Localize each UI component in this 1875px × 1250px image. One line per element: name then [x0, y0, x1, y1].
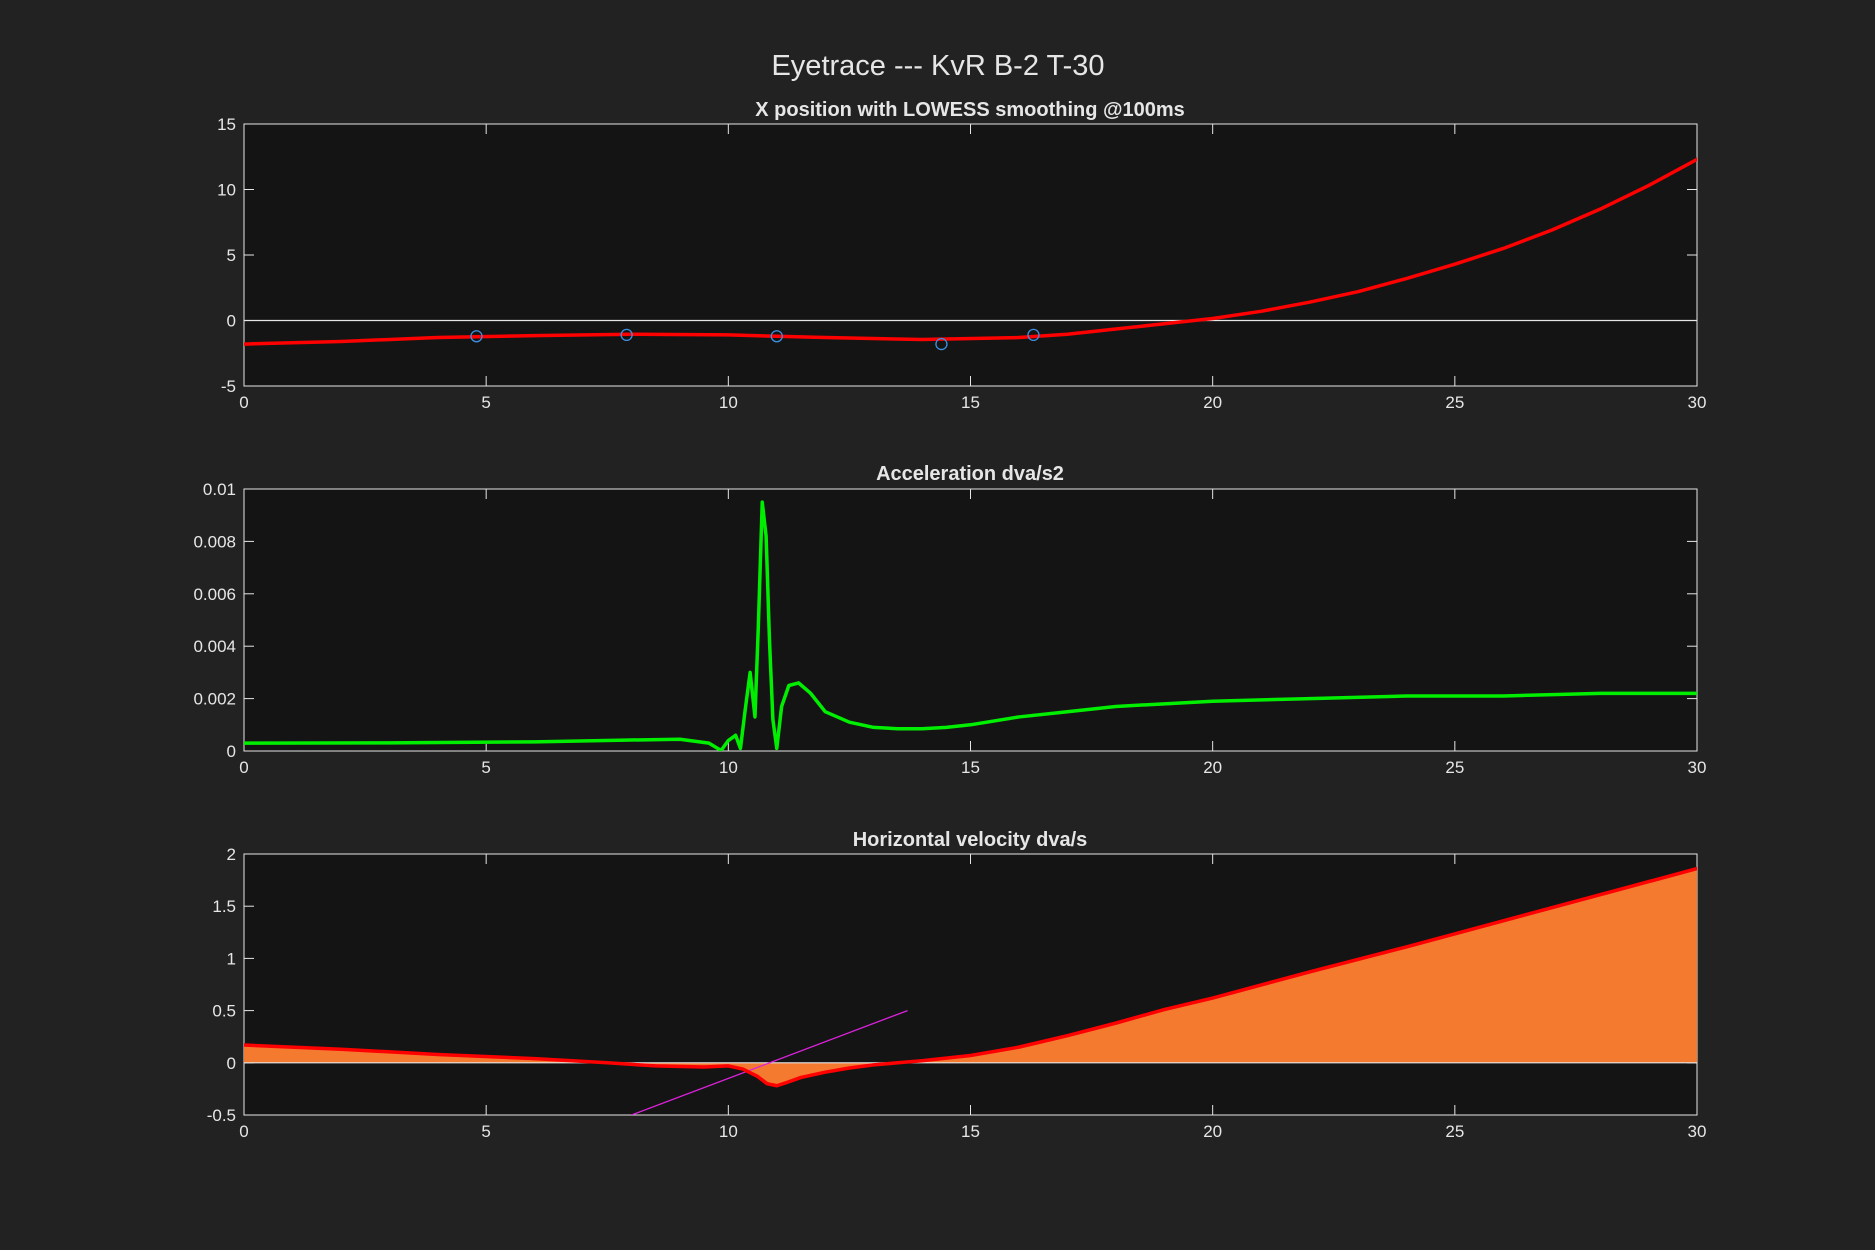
velocity-chart-x-tick-label: 30 — [1688, 1122, 1707, 1141]
velocity-chart-x-tick-label: 15 — [961, 1122, 980, 1141]
velocity-chart-y-tick-label: 0.5 — [212, 1002, 236, 1021]
velocity-chart-y-tick-label: 1.5 — [212, 897, 236, 916]
position-chart-x-tick-label: 30 — [1688, 393, 1707, 412]
position-chart-x-tick-label: 0 — [239, 393, 248, 412]
velocity-chart-y-tick-label: 0 — [227, 1054, 236, 1073]
position-chart-data-point — [470, 330, 483, 343]
velocity-chart: Horizontal velocity dva/s 0 5 10 15 20 25 30-0… — [207, 829, 1707, 1141]
position-chart-data-point — [1027, 328, 1040, 342]
position-chart: X position with LOWESS smoothing @100ms … — [217, 99, 1706, 412]
position-chart-data-point — [935, 337, 948, 351]
position-chart-title: X position with LOWESS smoothing @100ms — [755, 99, 1185, 121]
acceleration-chart-series-line — [244, 500, 1697, 751]
acceleration-chart-x-tick-label: 25 — [1445, 758, 1464, 777]
velocity-chart-area-fill — [244, 868, 1697, 1086]
acceleration-chart-x-tick-label: 15 — [961, 758, 980, 777]
velocity-chart-y-tick-label: 1 — [227, 949, 236, 968]
acceleration-chart-y-tick-label: 0.002 — [193, 690, 236, 709]
acceleration-chart-y-tick-label: 0.004 — [193, 637, 236, 656]
position-chart-data-point — [770, 330, 783, 343]
position-chart-y-tick-label: 0 — [227, 312, 236, 331]
velocity-chart-x-tick-label: 0 — [239, 1122, 248, 1141]
position-chart-data-point — [620, 328, 633, 342]
acceleration-chart: Acceleration dva/s2 0 5 10 15 20 25 30 0 0.002 0.… — [193, 463, 1706, 777]
position-chart-axes — [243, 123, 1698, 387]
acceleration-chart-axes — [243, 488, 1698, 752]
velocity-chart-x-tick-label: 10 — [719, 1122, 738, 1141]
position-chart-x-tick-label: 25 — [1445, 393, 1464, 412]
position-chart-y-tick-label: 5 — [227, 246, 236, 265]
velocity-chart-title: Horizontal velocity dva/s — [853, 829, 1088, 851]
acceleration-chart-x-tick-label: 5 — [481, 758, 490, 777]
velocity-chart-series-line — [244, 866, 1697, 1088]
acceleration-chart-y-tick-label: 0.006 — [193, 585, 236, 604]
position-chart-x-tick-label: 15 — [961, 393, 980, 412]
velocity-chart-x-tick-label: 5 — [481, 1122, 490, 1141]
acceleration-chart-title: Acceleration dva/s2 — [876, 463, 1064, 485]
velocity-chart-y-tick-label: -0.5 — [207, 1106, 236, 1125]
acceleration-chart-y-tick-label: 0.008 — [193, 532, 236, 551]
acceleration-chart-x-tick-label: 10 — [719, 758, 738, 777]
position-chart-y-tick-label: -5 — [221, 377, 236, 396]
acceleration-chart-x-tick-label: 30 — [1688, 758, 1707, 777]
acceleration-chart-y-tick-label: 0 — [227, 742, 236, 761]
position-chart-x-tick-label: 5 — [481, 393, 490, 412]
position-chart-y-tick-label: 10 — [217, 181, 236, 200]
velocity-chart-x-tick-label: 25 — [1445, 1122, 1464, 1141]
position-chart-series-line — [244, 157, 1697, 346]
velocity-chart-reference-line — [631, 1009, 908, 1115]
acceleration-chart-x-tick-label: 20 — [1203, 758, 1222, 777]
acceleration-chart-y-tick-label: 0.01 — [203, 480, 236, 499]
velocity-chart-x-tick-label: 20 — [1203, 1122, 1222, 1141]
velocity-chart-y-tick-label: 2 — [227, 845, 236, 864]
position-chart-x-tick-label: 20 — [1203, 393, 1222, 412]
acceleration-chart-x-tick-label: 0 — [239, 758, 248, 777]
figure-title: Eyetrace --- KvR B-2 T-30 — [771, 50, 1104, 82]
position-chart-x-tick-label: 10 — [719, 393, 738, 412]
position-chart-y-tick-label: 15 — [217, 115, 236, 134]
